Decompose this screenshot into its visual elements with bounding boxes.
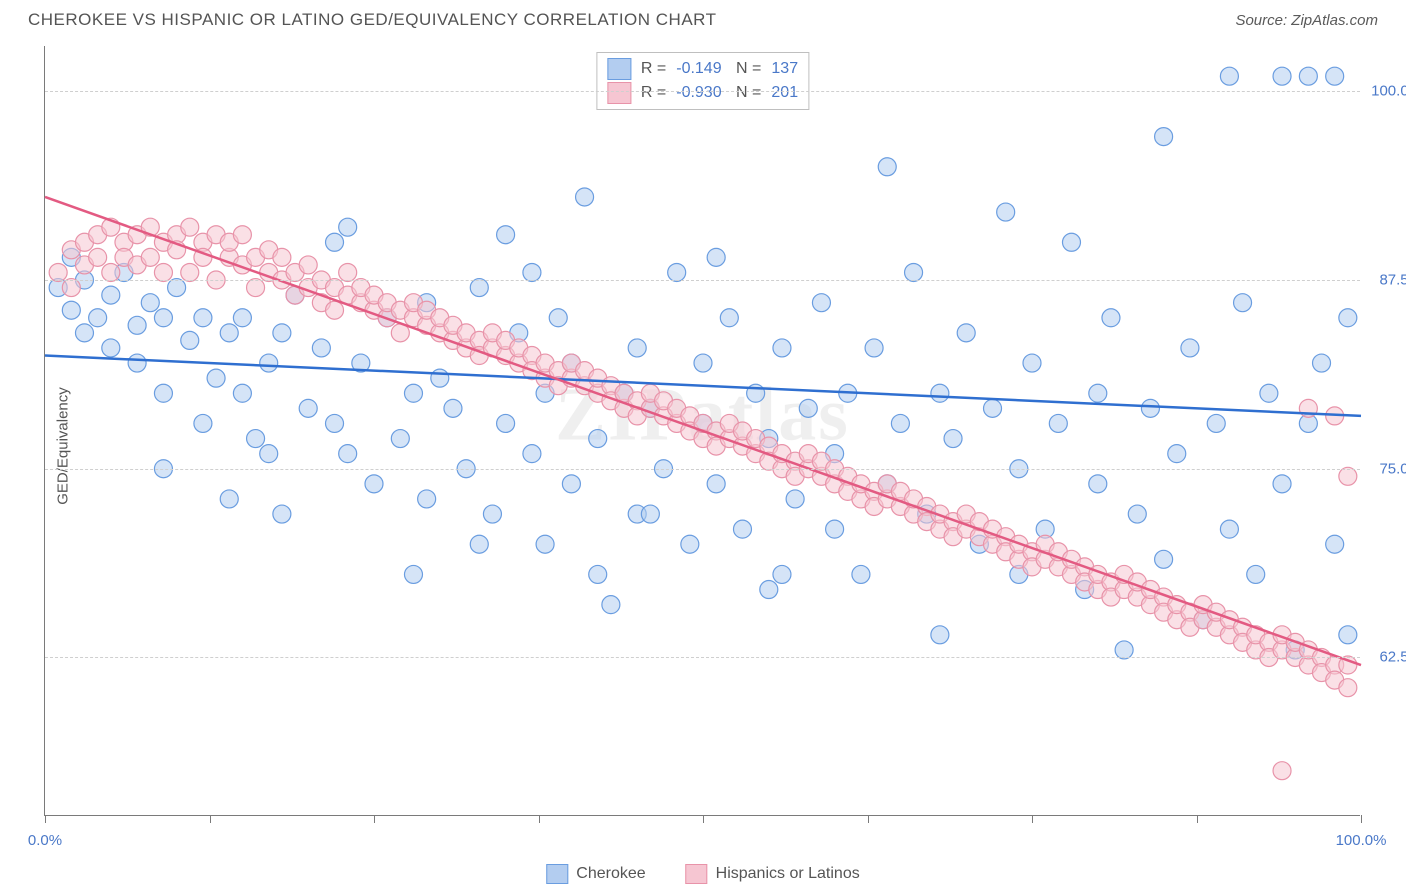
legend-r-value-a: -0.149 [676,60,721,78]
footer-swatch-a [546,864,568,884]
x-tick [868,815,869,823]
legend-row-a: R = -0.149 N = 137 [607,57,798,81]
legend-n-label: N = [732,60,762,78]
gridline [45,91,1360,92]
source-attribution: Source: ZipAtlas.com [1235,12,1378,29]
footer-swatch-b [686,864,708,884]
gridline [45,280,1360,281]
x-tick-label: 0.0% [28,832,62,849]
x-tick [1361,815,1362,823]
legend-row-b: R = -0.930 N = 201 [607,81,798,105]
chart-plot-area: ZIPatlas R = -0.149 N = 137 R = -0.930 N… [44,46,1360,816]
y-tick-label: 75.0% [1379,460,1406,477]
legend-n-value-b: 201 [771,84,798,102]
legend-r-label: R = [641,84,666,102]
stats-legend-box: R = -0.149 N = 137 R = -0.930 N = 201 [596,52,809,110]
x-tick [703,815,704,823]
x-tick [374,815,375,823]
gridline [45,657,1360,658]
y-tick-label: 87.5% [1379,272,1406,289]
legend-swatch-a [607,58,631,80]
x-tick [1032,815,1033,823]
x-tick [45,815,46,823]
legend-n-value-a: 137 [771,60,798,78]
chart-title: CHEROKEE VS HISPANIC OR LATINO GED/EQUIV… [28,10,717,30]
x-tick [539,815,540,823]
legend-swatch-b [607,82,631,104]
footer-label-b: Hispanics or Latinos [716,865,860,883]
footer-legend-item-b: Hispanics or Latinos [686,864,860,884]
gridline [45,469,1360,470]
footer-label-a: Cherokee [576,865,645,883]
x-tick [210,815,211,823]
legend-r-label: R = [641,60,666,78]
legend-r-value-b: -0.930 [676,84,721,102]
footer-legend-item-a: Cherokee [546,864,645,884]
y-tick-label: 100.0% [1371,83,1406,100]
x-tick [1197,815,1198,823]
y-tick-label: 62.5% [1379,649,1406,666]
legend-n-label: N = [732,84,762,102]
scatter-plot-svg [45,46,1360,815]
x-tick-label: 100.0% [1336,832,1387,849]
footer-legend: Cherokee Hispanics or Latinos [546,864,859,884]
